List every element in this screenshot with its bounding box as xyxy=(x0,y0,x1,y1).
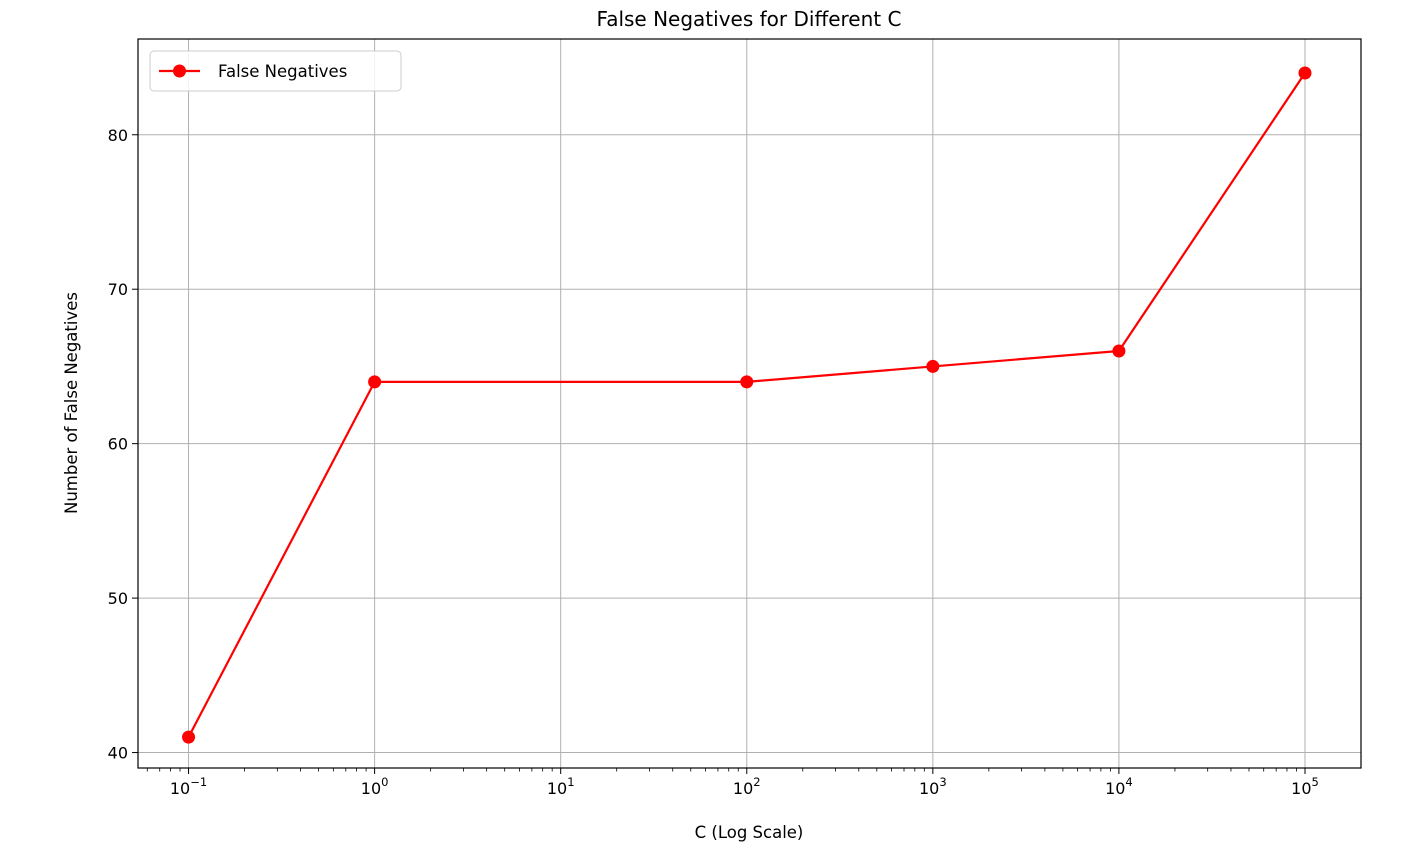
x-tick-label-exponent: 4 xyxy=(1125,775,1132,789)
x-tick-label-base: 10 xyxy=(1105,779,1125,798)
y-tick-label: 70 xyxy=(108,280,128,299)
legend-box xyxy=(149,50,402,92)
legend: False Negatives xyxy=(149,50,402,92)
x-tick-label-exponent: 2 xyxy=(753,775,760,789)
data-point xyxy=(1298,66,1312,80)
x-tick-label: 105 xyxy=(1291,775,1319,798)
x-tick-label: 104 xyxy=(1105,775,1133,798)
legend-label: False Negatives xyxy=(218,62,347,81)
x-tick-label-exponent: 5 xyxy=(1312,775,1319,789)
x-tick-label-base: 10 xyxy=(919,779,939,798)
x-tick-label: 10−1 xyxy=(170,775,207,798)
legend-marker xyxy=(173,64,186,78)
x-tick-label-exponent: 0 xyxy=(381,775,388,789)
grid xyxy=(138,39,1361,768)
x-axis-label: C (Log Scale) xyxy=(695,823,804,842)
data-point xyxy=(182,730,196,744)
plot-area-frame xyxy=(137,38,1362,769)
x-tick-label-base: 10 xyxy=(1291,779,1311,798)
x-tick-label-base: 10 xyxy=(547,779,567,798)
data-point xyxy=(1112,344,1126,358)
y-tick-label: 60 xyxy=(108,435,128,454)
data-point xyxy=(368,375,382,389)
series-layer xyxy=(182,66,1312,744)
series-line xyxy=(187,72,1306,738)
y-tick-label: 50 xyxy=(108,589,128,608)
data-point xyxy=(740,375,754,389)
x-tick-label-base: 10 xyxy=(170,779,190,798)
chart-title: False Negatives for Different C xyxy=(597,7,902,31)
x-tick-label: 102 xyxy=(733,775,761,798)
x-tick-label-base: 10 xyxy=(361,779,381,798)
x-tick-label: 101 xyxy=(547,775,575,798)
x-tick-label-exponent: 1 xyxy=(567,775,574,789)
x-tick-label: 103 xyxy=(919,775,947,798)
x-tick-label-exponent: −1 xyxy=(190,775,207,789)
x-tick-label-exponent: 3 xyxy=(939,775,946,789)
y-axis-label: Number of False Negatives xyxy=(62,292,81,514)
y-tick-label: 40 xyxy=(108,744,128,763)
data-point xyxy=(926,359,940,373)
y-tick-label: 80 xyxy=(108,126,128,145)
x-tick-label: 100 xyxy=(361,775,389,798)
x-tick-label-base: 10 xyxy=(733,779,753,798)
